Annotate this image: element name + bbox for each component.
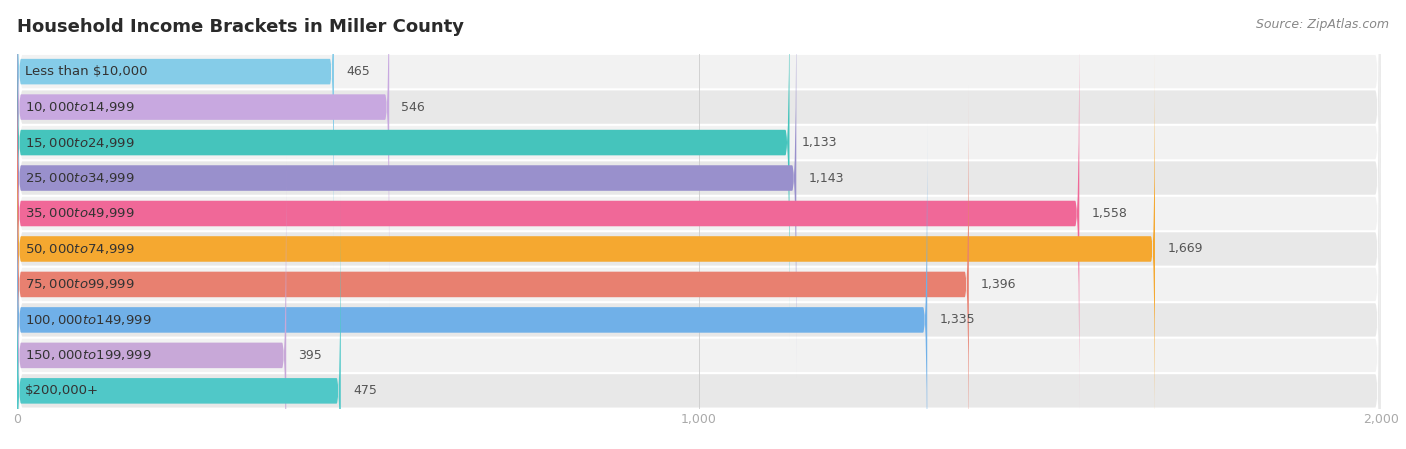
FancyBboxPatch shape xyxy=(17,0,1381,445)
FancyBboxPatch shape xyxy=(17,13,1080,414)
Text: 1,133: 1,133 xyxy=(801,136,837,149)
Text: $10,000 to $14,999: $10,000 to $14,999 xyxy=(25,100,135,114)
Text: Source: ZipAtlas.com: Source: ZipAtlas.com xyxy=(1256,18,1389,31)
Text: 1,335: 1,335 xyxy=(939,313,976,326)
FancyBboxPatch shape xyxy=(17,18,1381,449)
FancyBboxPatch shape xyxy=(17,0,790,343)
FancyBboxPatch shape xyxy=(17,88,1381,449)
FancyBboxPatch shape xyxy=(17,0,1381,374)
Text: $75,000 to $99,999: $75,000 to $99,999 xyxy=(25,277,135,291)
Text: 395: 395 xyxy=(298,349,322,362)
Text: $35,000 to $49,999: $35,000 to $49,999 xyxy=(25,207,135,220)
FancyBboxPatch shape xyxy=(17,155,287,449)
FancyBboxPatch shape xyxy=(17,0,796,378)
FancyBboxPatch shape xyxy=(17,0,1381,409)
FancyBboxPatch shape xyxy=(17,0,1381,339)
Text: $200,000+: $200,000+ xyxy=(25,384,98,397)
Text: 1,143: 1,143 xyxy=(808,172,844,185)
FancyBboxPatch shape xyxy=(17,0,1381,449)
FancyBboxPatch shape xyxy=(17,124,1381,449)
FancyBboxPatch shape xyxy=(17,84,969,449)
FancyBboxPatch shape xyxy=(17,0,389,307)
Text: Less than $10,000: Less than $10,000 xyxy=(25,65,148,78)
Text: $15,000 to $24,999: $15,000 to $24,999 xyxy=(25,136,135,150)
Text: $100,000 to $149,999: $100,000 to $149,999 xyxy=(25,313,152,327)
Text: 1,396: 1,396 xyxy=(981,278,1017,291)
FancyBboxPatch shape xyxy=(17,191,340,449)
FancyBboxPatch shape xyxy=(17,49,1154,449)
Text: $150,000 to $199,999: $150,000 to $199,999 xyxy=(25,348,152,362)
Text: Household Income Brackets in Miller County: Household Income Brackets in Miller Coun… xyxy=(17,18,464,36)
FancyBboxPatch shape xyxy=(17,0,1381,449)
FancyBboxPatch shape xyxy=(17,120,927,449)
FancyBboxPatch shape xyxy=(17,53,1381,449)
Text: 546: 546 xyxy=(402,101,425,114)
FancyBboxPatch shape xyxy=(17,0,335,272)
Text: $50,000 to $74,999: $50,000 to $74,999 xyxy=(25,242,135,256)
Text: 1,558: 1,558 xyxy=(1091,207,1128,220)
Text: 475: 475 xyxy=(353,384,377,397)
Text: $25,000 to $34,999: $25,000 to $34,999 xyxy=(25,171,135,185)
Text: 1,669: 1,669 xyxy=(1167,242,1202,255)
Text: 465: 465 xyxy=(346,65,370,78)
